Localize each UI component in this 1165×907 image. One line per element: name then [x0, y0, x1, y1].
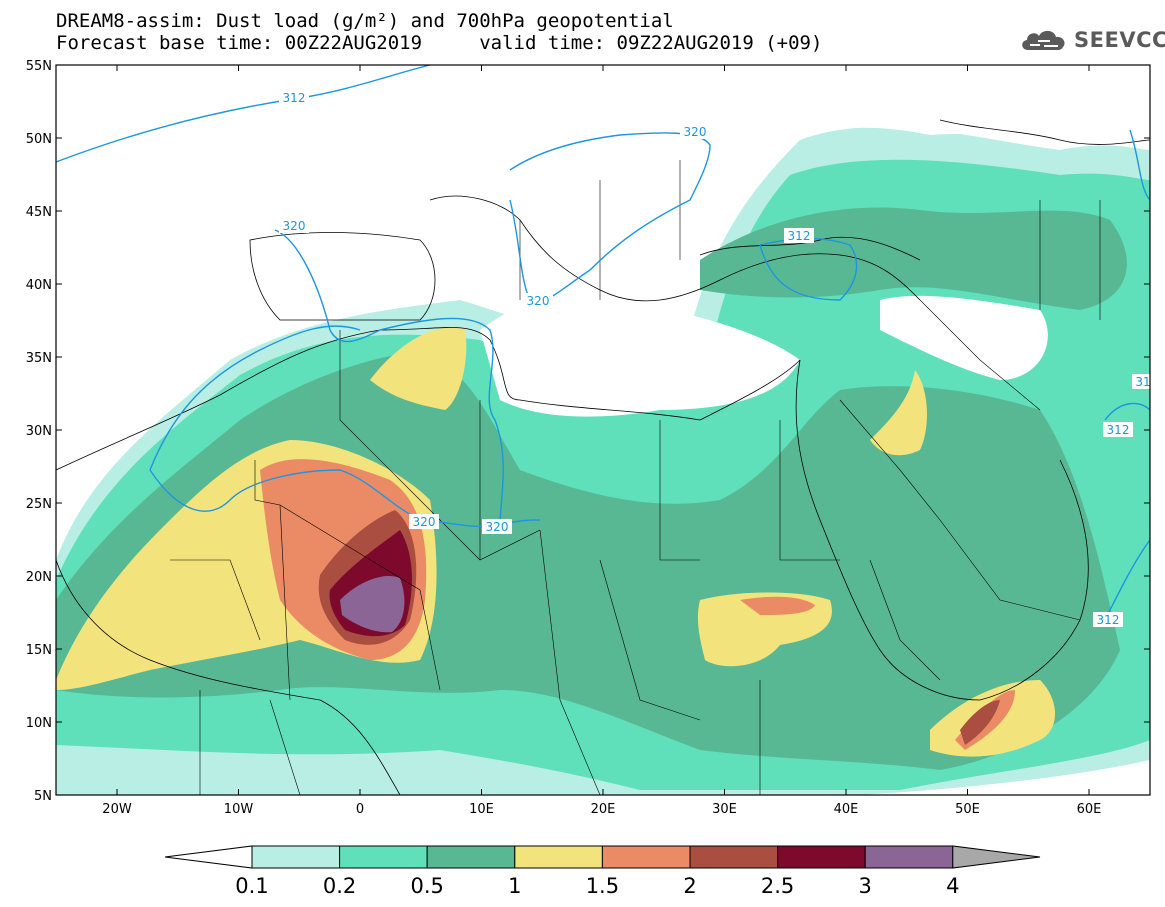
contour-label-bg	[1103, 422, 1133, 437]
colorbar-segment	[426, 845, 516, 869]
lon-label: 60E	[1077, 802, 1102, 817]
lat-label: 10N	[26, 716, 52, 731]
lon-label: 30E	[712, 802, 737, 817]
lon-label: 50E	[955, 802, 980, 817]
lat-label: 55N	[26, 59, 52, 74]
colorbar-label: 0.1	[235, 874, 268, 898]
chart-title-line2: Forecast base time: 00Z22AUG2019 valid t…	[56, 32, 823, 54]
contour-labels: 312 320 320 312 320 320 320 31 312 312	[279, 90, 1154, 627]
colorbar-label: 3	[859, 874, 872, 898]
dust-level-3	[340, 576, 405, 633]
contour-label-bg	[1132, 374, 1154, 389]
longitude-axis: 20W 10W 0 10E 20E 30E 40E 50E 60E	[102, 65, 1101, 817]
lon-label: 20E	[591, 802, 616, 817]
contour-label-bg	[279, 218, 309, 233]
contour-label-bg	[482, 519, 512, 534]
contour-label: 320	[486, 520, 509, 534]
chart-title-line1: DREAM8-assim: Dust load (g/m²) and 700hP…	[56, 10, 674, 32]
lat-label: 45N	[26, 205, 52, 220]
contour-label: 320	[684, 125, 707, 139]
logo-text: SEEVCCC	[1074, 28, 1165, 52]
latitude-axis: 55N 50N 45N 40N 35N 30N 25N 20N 15N 10N 5N	[26, 59, 1150, 804]
contour-label-bg	[523, 293, 553, 308]
country-borders	[170, 160, 1101, 795]
dust-level-1	[370, 327, 467, 410]
contour-label-bg	[279, 90, 309, 105]
colorbar-segment	[251, 845, 341, 869]
lon-label: 40E	[834, 802, 859, 817]
cloud-icon	[1022, 30, 1065, 50]
lat-label: 25N	[26, 497, 52, 512]
colorbar: 0.1 0.2 0.5 1 1.5 2 2.5 3 4	[164, 845, 1041, 898]
colorbar-label: 1	[508, 874, 521, 898]
colorbar-segment	[601, 845, 691, 869]
dust-load-shading	[56, 65, 1150, 795]
clear-area	[880, 295, 1048, 380]
contour-label: 312	[788, 229, 811, 243]
colorbar-label: 2	[683, 874, 696, 898]
lon-label: 0	[356, 802, 364, 817]
colorbar-label: 0.5	[410, 874, 443, 898]
colorbar-label: 4	[946, 874, 959, 898]
contour-label-bg	[409, 514, 439, 529]
lat-label: 50N	[26, 132, 52, 147]
colorbar-under-triangle	[164, 845, 253, 869]
lat-label: 40N	[26, 278, 52, 293]
contour-label-bg	[1093, 612, 1123, 627]
lat-label: 5N	[34, 789, 52, 804]
contour-label: 320	[413, 515, 436, 529]
dust-level-2	[960, 700, 1000, 745]
colorbar-over-triangle	[952, 845, 1041, 869]
coastlines	[56, 119, 1150, 795]
lon-label: 10E	[469, 802, 494, 817]
colorbar-segment	[514, 845, 603, 869]
contour-label: 31	[1135, 375, 1150, 389]
colorbar-segment	[777, 845, 866, 869]
contour-label: 312	[283, 91, 306, 105]
contour-label-bg	[784, 228, 814, 243]
lat-label: 35N	[26, 351, 52, 366]
clear-area	[480, 296, 800, 417]
colorbar-label: 1.5	[586, 874, 619, 898]
colorbar-label: 2.5	[761, 874, 794, 898]
colorbar-label: 0.2	[323, 874, 356, 898]
colorbar-segment	[339, 845, 428, 869]
lon-label: 10W	[224, 802, 254, 817]
contour-label: 320	[527, 294, 550, 308]
lat-label: 20N	[26, 570, 52, 585]
dust-level-1	[870, 370, 927, 456]
contour-label: 320	[283, 219, 306, 233]
lat-label: 15N	[26, 643, 52, 658]
colorbar-segment	[864, 845, 954, 869]
lat-label: 30N	[26, 424, 52, 439]
lon-label: 20W	[102, 802, 132, 817]
contour-label: 312	[1097, 613, 1120, 627]
contour-label: 312	[1107, 423, 1130, 437]
contour-label-bg	[680, 124, 710, 139]
seevccc-logo: SEEVCCC	[1018, 26, 1165, 54]
dust-level-1.5	[740, 596, 815, 615]
colorbar-segment	[689, 845, 779, 869]
